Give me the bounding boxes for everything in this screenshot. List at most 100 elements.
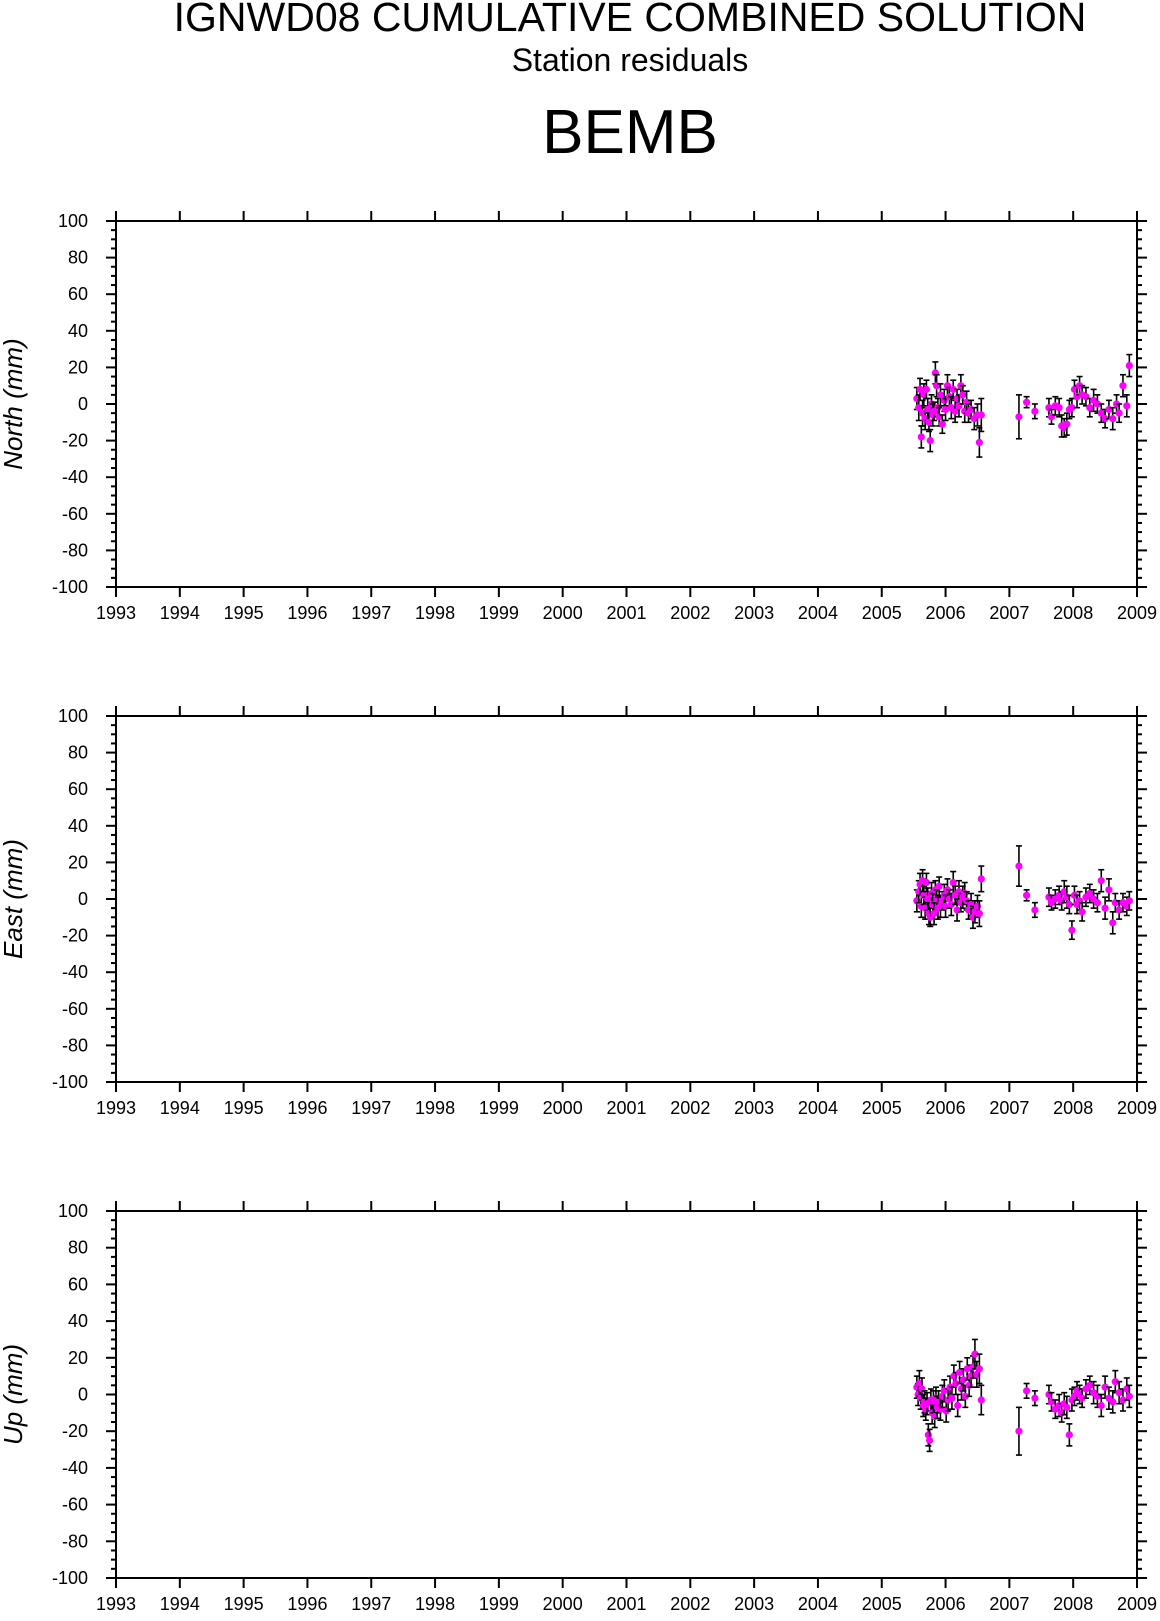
data-point <box>1097 1401 1105 1410</box>
data-point <box>1109 919 1117 927</box>
y-tick-label: 80 <box>68 248 88 268</box>
data-point <box>1093 400 1102 408</box>
data-point <box>922 385 931 393</box>
y-tick-label: -20 <box>62 1421 88 1441</box>
y-tick-label: -60 <box>62 1495 88 1515</box>
data-point <box>977 875 985 883</box>
y-tick-label: 20 <box>68 1348 88 1368</box>
data-point <box>961 1392 969 1400</box>
x-tick-label: 2004 <box>798 1594 838 1614</box>
data-point <box>956 1368 964 1377</box>
data-point <box>1078 1394 1086 1402</box>
y-tick-label: -80 <box>62 1531 88 1551</box>
data-point <box>1119 382 1127 390</box>
plot-frame <box>115 715 1138 1083</box>
x-tick-label: 1998 <box>415 1594 455 1614</box>
y-tick-label: 20 <box>68 357 88 377</box>
data-point <box>948 1394 956 1402</box>
x-tick-label: 1995 <box>224 603 264 623</box>
y-tick-label: -100 <box>52 1072 88 1092</box>
data-point <box>1125 897 1133 905</box>
x-tick-label: 2007 <box>989 1098 1029 1118</box>
x-tick-label: 1994 <box>160 603 200 623</box>
data-point <box>926 437 934 445</box>
data-point <box>1065 900 1073 909</box>
x-tick-label: 2007 <box>989 603 1029 623</box>
x-tick-label: 2004 <box>798 603 838 623</box>
x-tick-label: 1993 <box>96 1098 136 1118</box>
y-tick-label: 40 <box>68 1311 88 1331</box>
x-tick-label: 1997 <box>351 1098 391 1118</box>
x-tick-label: 2002 <box>670 1098 710 1118</box>
data-point <box>1093 899 1102 907</box>
data-point <box>975 910 983 918</box>
x-tick-label: 2006 <box>926 1594 966 1614</box>
data-point <box>1097 409 1105 417</box>
y-tick-label: -40 <box>62 467 88 487</box>
data-point <box>977 1396 985 1404</box>
y-tick-label: 60 <box>68 284 88 304</box>
data-point <box>1101 1383 1109 1391</box>
data-point <box>951 407 959 415</box>
y-tick-label: -20 <box>62 431 88 451</box>
data-point <box>959 1376 968 1384</box>
data-point <box>977 411 985 419</box>
data-point <box>915 404 923 412</box>
data-point <box>1086 404 1094 412</box>
data-point <box>1109 1398 1117 1406</box>
x-tick-label: 2008 <box>1053 603 1093 623</box>
data-point <box>916 385 924 393</box>
x-tick-label: 2001 <box>606 1098 646 1118</box>
x-tick-label: 2009 <box>1117 1594 1157 1614</box>
data-point <box>954 1401 962 1410</box>
y-tick-label: -100 <box>52 1568 88 1588</box>
y-tick-label: 100 <box>58 706 88 726</box>
data-point <box>925 418 933 426</box>
y-axis-title: North (mm) <box>0 338 28 469</box>
data-point <box>1063 1403 1071 1411</box>
x-tick-label: 2003 <box>734 1098 774 1118</box>
data-point <box>1086 1381 1094 1389</box>
data-point <box>1125 1392 1133 1400</box>
data-point <box>975 1365 983 1373</box>
x-tick-label: 1995 <box>224 1098 264 1118</box>
data-point <box>924 405 932 414</box>
y-tick-label: -80 <box>62 540 88 560</box>
data-point <box>1023 891 1031 899</box>
y-tick-label: 40 <box>68 816 88 836</box>
x-tick-label: 1999 <box>479 1594 519 1614</box>
x-tick-label: 1999 <box>479 603 519 623</box>
data-point <box>1031 906 1039 914</box>
y-tick-label: 40 <box>68 321 88 341</box>
x-tick-label: 2006 <box>926 603 966 623</box>
x-tick-label: 1997 <box>351 603 391 623</box>
x-tick-label: 2005 <box>862 1594 902 1614</box>
x-tick-label: 2003 <box>734 1594 774 1614</box>
x-tick-label: 2004 <box>798 1098 838 1118</box>
x-tick-label: 2002 <box>670 1594 710 1614</box>
data-point <box>959 391 967 399</box>
x-tick-label: 1998 <box>415 1098 455 1118</box>
data-point <box>952 1379 960 1388</box>
data-point <box>1065 1431 1073 1439</box>
y-axis-title: Up (mm) <box>0 1344 28 1445</box>
data-point <box>1119 1396 1127 1404</box>
x-tick-label: 2005 <box>862 1098 902 1118</box>
y-tick-label: 0 <box>78 1385 88 1405</box>
x-tick-label: 1996 <box>287 603 327 623</box>
data-point <box>1097 877 1105 885</box>
y-tick-label: 80 <box>68 743 88 763</box>
x-tick-label: 2001 <box>606 603 646 623</box>
data-point <box>926 1436 934 1444</box>
x-tick-label: 1998 <box>415 603 455 623</box>
x-tick-label: 2000 <box>543 1594 583 1614</box>
data-point <box>1105 886 1113 894</box>
x-tick-label: 2003 <box>734 603 774 623</box>
plot-frame <box>115 220 1138 588</box>
data-point <box>947 900 955 909</box>
y-tick-label: -40 <box>62 962 88 982</box>
data-point <box>1023 398 1031 406</box>
y-tick-label: -100 <box>52 577 88 597</box>
data-point <box>1109 415 1117 423</box>
